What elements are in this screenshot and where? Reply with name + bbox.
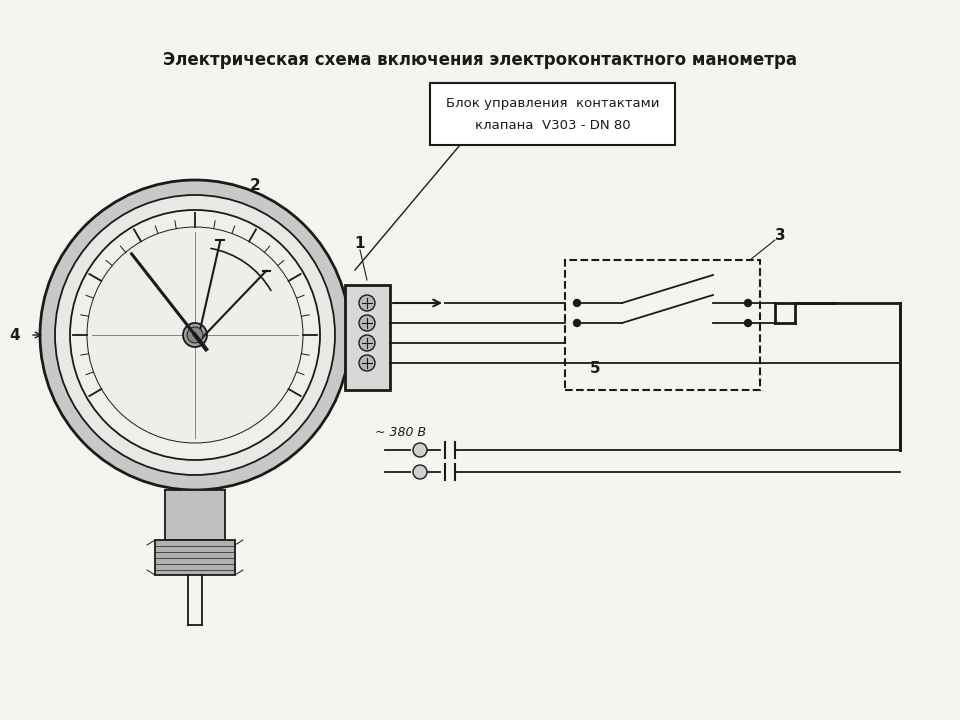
Circle shape xyxy=(55,195,335,475)
Circle shape xyxy=(413,443,427,457)
Bar xyxy=(430,83,675,145)
Circle shape xyxy=(70,210,320,460)
Bar xyxy=(345,285,390,390)
Circle shape xyxy=(187,327,203,343)
Circle shape xyxy=(359,355,375,371)
Circle shape xyxy=(413,465,427,479)
Text: ~ 380 В: ~ 380 В xyxy=(375,426,426,438)
Bar xyxy=(165,490,225,540)
Text: клапана  V303 - DN 80: клапана V303 - DN 80 xyxy=(474,119,631,132)
Circle shape xyxy=(183,323,207,347)
Text: Блок управления  контактами: Блок управления контактами xyxy=(445,96,660,109)
Circle shape xyxy=(745,320,752,326)
Circle shape xyxy=(573,320,581,326)
Circle shape xyxy=(87,227,303,443)
Bar xyxy=(565,260,760,390)
Text: 1: 1 xyxy=(355,235,365,251)
Text: 5: 5 xyxy=(589,361,600,376)
Circle shape xyxy=(745,300,752,307)
Circle shape xyxy=(359,335,375,351)
Circle shape xyxy=(573,300,581,307)
Circle shape xyxy=(40,180,350,490)
Text: 2: 2 xyxy=(250,178,260,192)
Circle shape xyxy=(359,315,375,331)
Bar xyxy=(155,540,235,575)
Circle shape xyxy=(359,295,375,311)
Text: Электрическая схема включения электроконтактного манометра: Электрическая схема включения электрокон… xyxy=(163,51,797,69)
Text: 4: 4 xyxy=(10,328,20,343)
Text: 3: 3 xyxy=(775,228,785,243)
